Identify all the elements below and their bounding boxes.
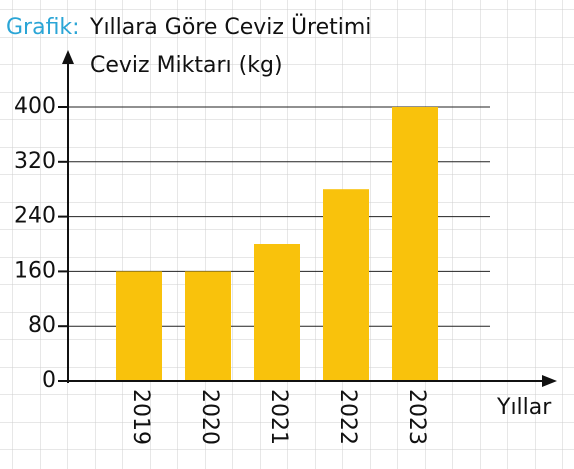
chart-title: Yıllara Göre Ceviz Üretimi bbox=[89, 14, 371, 40]
plot: 0 80 160 240 320 400 2019 2020 2021 2022 2023 bbox=[14, 94, 490, 445]
x-tick-label: 2022 bbox=[335, 389, 360, 445]
x-tick-label: 2019 bbox=[128, 389, 153, 445]
y-tick-label: 400 bbox=[14, 94, 56, 119]
caption: Grafik: bbox=[6, 15, 80, 40]
bar bbox=[116, 271, 162, 381]
x-tick-label: 2021 bbox=[266, 389, 291, 445]
y-tick-label: 320 bbox=[14, 149, 56, 174]
x-axis-label: Yıllar bbox=[496, 395, 552, 420]
y-tick-label: 80 bbox=[28, 313, 56, 338]
y-tick-label: 240 bbox=[14, 204, 56, 229]
x-tick-label: 2020 bbox=[197, 389, 222, 445]
bar bbox=[323, 189, 369, 381]
y-tick-label: 0 bbox=[42, 368, 56, 393]
bar bbox=[392, 107, 438, 381]
y-tick-label: 160 bbox=[14, 258, 56, 283]
x-tick-label: 2023 bbox=[404, 389, 429, 445]
x-arrow bbox=[542, 375, 557, 387]
y-arrow bbox=[62, 50, 74, 64]
bar bbox=[254, 244, 300, 381]
y-axis-label: Ceviz Miktarı (kg) bbox=[90, 53, 283, 78]
bar bbox=[185, 271, 231, 381]
